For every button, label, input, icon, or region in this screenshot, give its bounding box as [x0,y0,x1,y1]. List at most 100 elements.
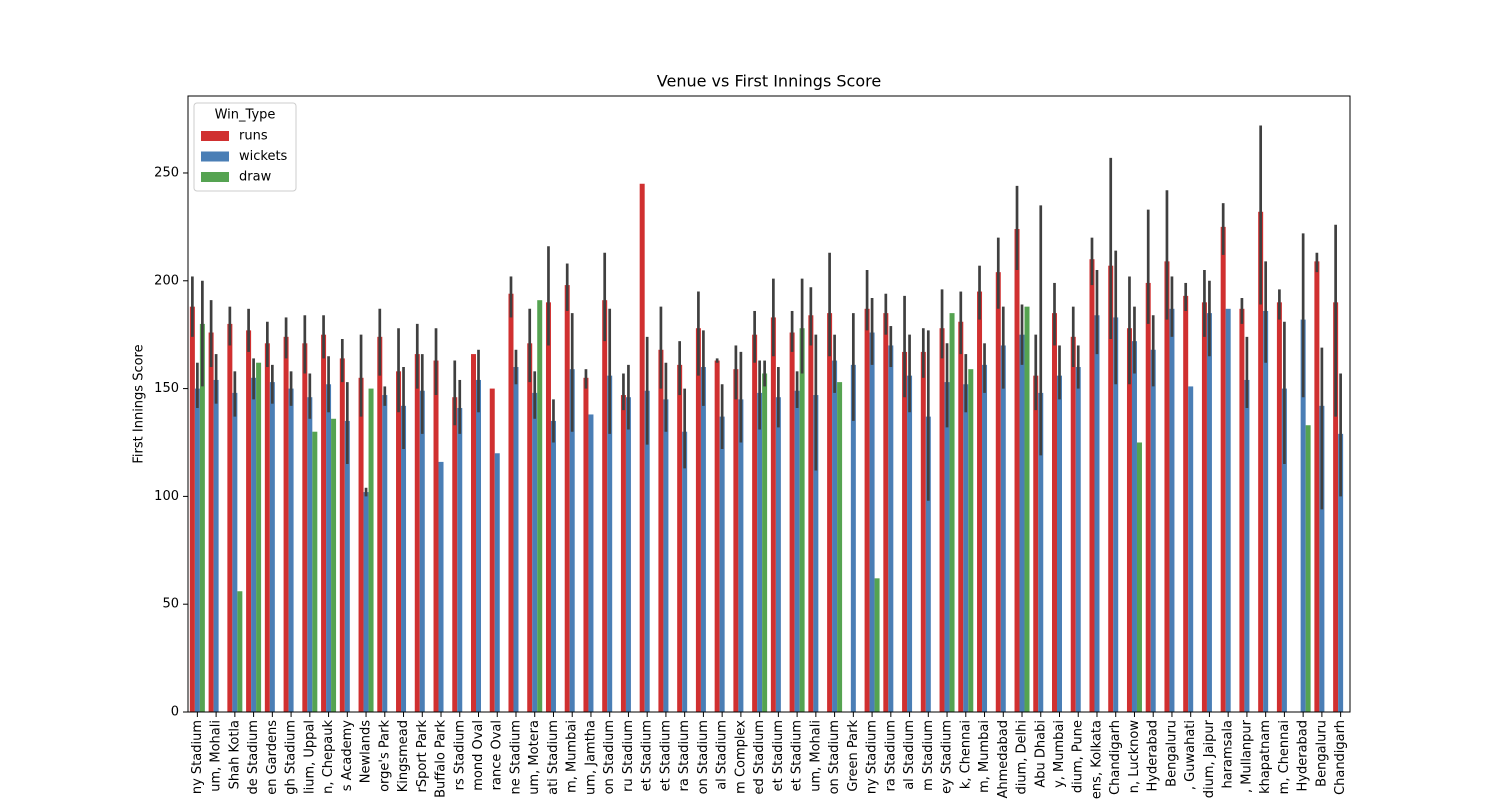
bar [396,371,402,712]
bar [545,302,551,712]
x-tick-label: n, Lucknow [1127,720,1142,794]
bar [995,272,1001,712]
x-tick-label: dium, Delhi [1015,720,1030,795]
bar [377,336,383,712]
bar [1220,226,1226,713]
bar [700,367,706,712]
x-tick-label: dium, Pune [1071,720,1086,793]
bar [1038,392,1044,712]
chart-title: Venue vs First Innings Score [657,72,881,91]
x-tick-label: et Stadium [640,720,655,791]
bar [419,390,425,712]
axes-frame [187,95,1351,713]
bar [1276,302,1282,712]
bar [944,382,950,712]
x-tick-label: ne Stadium [508,720,523,794]
bar [963,384,969,712]
bar [1183,295,1189,712]
legend-label: draw [239,170,272,185]
bar [457,407,463,712]
x-tick-label: Chandigarh [1108,720,1123,795]
bar [476,379,481,712]
bar [288,388,294,712]
bar [794,390,800,712]
bar [321,334,327,712]
bar [607,375,613,712]
bar [1314,261,1320,712]
y-tick-label: 0 [171,705,179,720]
bar [620,395,626,712]
x-tick-label: rs Stadium [452,720,467,790]
bar [1206,313,1212,712]
x-tick-label: ru Stadium [621,720,636,792]
bar [1281,388,1287,712]
x-tick-label: orge's Park [377,720,392,792]
x-tick-label: y, Mumbai [1052,720,1067,788]
x-tick-label: en Gardens [265,720,280,795]
bar [644,390,650,712]
x-tick-label: de Stadium [246,720,261,794]
x-tick-label: m, Mumbai [977,720,992,793]
bar [494,453,500,712]
bar [1057,375,1062,712]
bar [358,377,364,712]
x-tick-label: al Stadium [715,720,730,790]
bar [1150,349,1156,712]
bar [1333,302,1339,712]
legend-swatch [201,151,229,162]
x-tick-label: um, Motera [527,720,542,795]
bar [1225,308,1231,712]
bar [312,431,318,712]
x-tick-label: on Stadium [602,720,617,794]
bar [939,328,945,712]
bar [569,369,575,712]
x-tick-label: et Stadium [771,720,786,791]
bar [808,315,814,712]
bar [452,397,458,712]
bar [902,351,908,712]
bar [789,332,795,712]
bar [949,313,955,712]
bar [1089,259,1095,712]
bar [1305,425,1311,712]
bar [907,375,913,712]
bar [251,377,257,712]
x-tick-label: m Stadium [921,720,936,791]
bar [1145,282,1151,712]
x-tick-label: , Guwahati [1183,720,1198,790]
bar [189,306,195,712]
x-tick-label: lium, Uppal [302,720,317,794]
x-tick-label: , Mullanpur [1239,719,1254,793]
bar [1126,328,1132,712]
bar [1239,308,1245,712]
x-tick-label: m, Chennai [1277,720,1292,794]
bar [762,373,768,712]
bar [677,364,683,712]
bar [1094,315,1100,712]
bar [401,405,407,712]
bar [382,395,388,712]
bar [714,360,720,712]
bar [1070,336,1076,712]
bar [532,392,538,712]
y-tick-label: 150 [154,381,179,396]
bar [874,578,880,712]
x-tick-label: Abu Dhabi [1033,720,1048,788]
bar [968,369,974,712]
bar [1075,367,1081,712]
bar [813,395,819,712]
bar [695,328,701,712]
x-tick-label: k, Chennai [958,720,973,789]
bar [1131,341,1137,712]
bar [982,364,988,712]
bar [194,388,200,712]
x-tick-label: on Stadium [696,720,711,794]
bar [658,349,664,712]
bar [438,461,444,712]
x-tick-label: Hyderabad [1296,720,1311,792]
bar [1164,261,1170,712]
x-tick-label: Ahmedabad [996,720,1011,798]
bar [208,332,214,712]
bar [256,362,262,712]
